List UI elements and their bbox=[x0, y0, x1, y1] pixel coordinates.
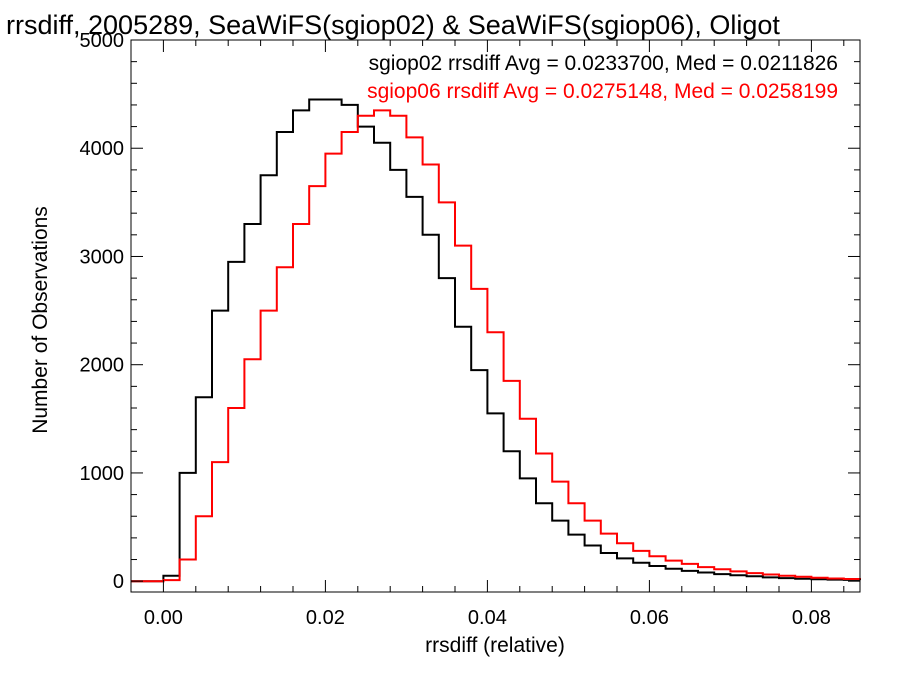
y-tick-label: 0 bbox=[113, 571, 124, 593]
y-tick-label: 3000 bbox=[80, 246, 125, 268]
y-tick-label: 1000 bbox=[80, 463, 125, 485]
legend: sgiop02 rrsdiff Avg = 0.0233700, Med = 0… bbox=[367, 52, 838, 103]
y-tick-label: 5000 bbox=[80, 30, 125, 52]
series-line-sgiop06 bbox=[131, 109, 861, 583]
series-layer bbox=[131, 98, 861, 583]
series-line-sgiop02 bbox=[131, 98, 861, 583]
y-tick-label: 2000 bbox=[80, 355, 125, 377]
axes-layer: 0.00 0.02 0.04 0.06 0.08 0 1000 2000 3000 4000 500… bbox=[80, 30, 861, 629]
x-tick-label: 0.08 bbox=[792, 607, 831, 629]
x-tick-label: 0.06 bbox=[630, 607, 669, 629]
legend-entry-sgiop06: sgiop06 rrsdiff Avg = 0.0275148, Med = 0… bbox=[367, 80, 838, 103]
legend-entry-sgiop02: sgiop02 rrsdiff Avg = 0.0233700, Med = 0… bbox=[369, 52, 838, 75]
y-tick-label: 4000 bbox=[80, 138, 125, 160]
x-axis-label: rrsdiff (relative) bbox=[425, 634, 565, 657]
chart-title: rrsdiff, 2005289, SeaWiFS(sgiop02) & Sea… bbox=[6, 10, 780, 40]
y-axis-label: Number of Observations bbox=[29, 206, 52, 434]
x-tick-label: 0.00 bbox=[144, 607, 183, 629]
plot-frame bbox=[130, 39, 861, 593]
x-tick-label: 0.04 bbox=[468, 607, 507, 629]
x-tick-label: 0.02 bbox=[306, 607, 345, 629]
